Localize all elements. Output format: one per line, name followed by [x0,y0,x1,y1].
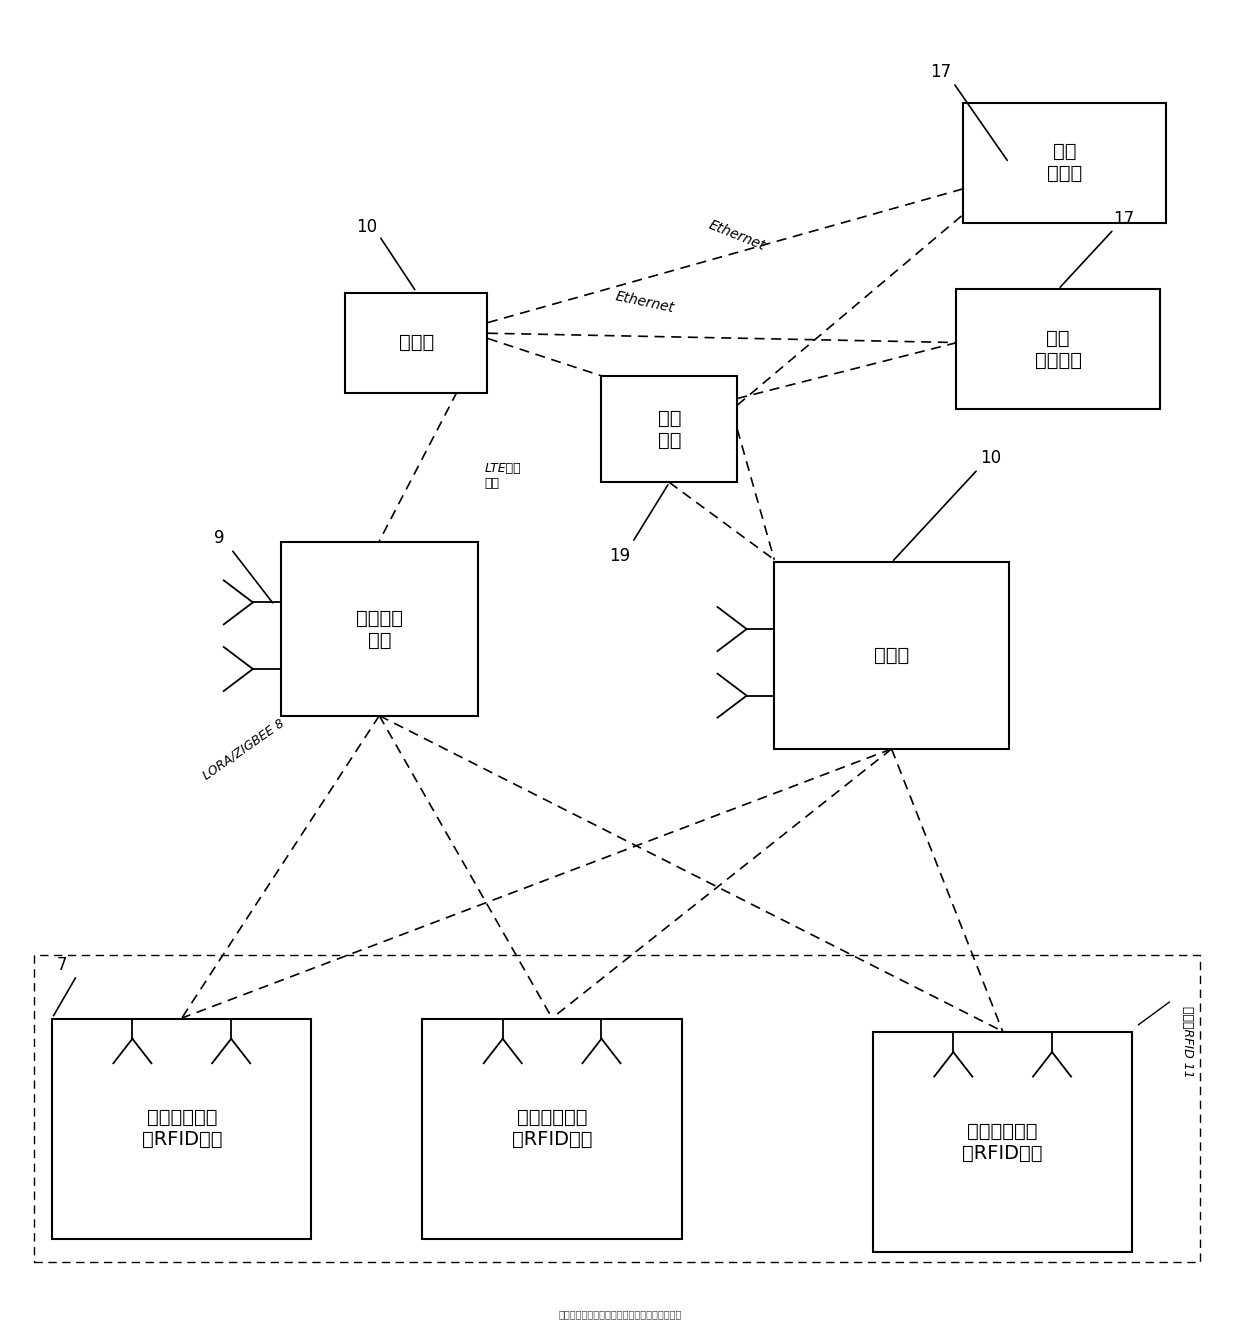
Text: 监测站: 监测站 [874,646,909,665]
Text: Ethernet: Ethernet [707,218,768,254]
Text: 多个
智能手机: 多个 智能手机 [1034,329,1081,369]
Text: Ethernet: Ethernet [614,289,676,316]
Bar [962,103,1167,222]
Bar [601,376,738,483]
Bar [423,1018,682,1239]
Text: 多个
工作站: 多个 工作站 [1047,142,1083,183]
Text: 服务器: 服务器 [399,333,434,352]
Text: 超高频RFID 11: 超高频RFID 11 [1182,1006,1194,1078]
Text: 17: 17 [930,63,951,82]
Bar [345,293,487,392]
Text: 动物体温采集
及RFID终端: 动物体温采集 及RFID终端 [141,1108,222,1149]
Text: 10: 10 [980,450,1001,467]
Bar [873,1032,1132,1252]
Text: LORA/ZIGBEE 8: LORA/ZIGBEE 8 [201,716,286,781]
Bar [52,1018,311,1239]
Text: 移动
基站: 移动 基站 [657,408,681,450]
Text: 动物体温采集
及RFID终端: 动物体温采集 及RFID终端 [962,1121,1043,1163]
Bar [280,542,479,716]
Text: 无线基站
网关: 无线基站 网关 [356,609,403,649]
Text: 动物体温采集及发情监测的智能系统及控制方法: 动物体温采集及发情监测的智能系统及控制方法 [558,1309,682,1319]
Text: LTE高速
无线: LTE高速 无线 [484,462,521,490]
Text: 19: 19 [609,547,631,565]
Bar [956,289,1161,409]
Bar [774,562,1009,749]
Text: 10: 10 [356,218,377,235]
Bar [33,955,1200,1262]
Text: 7: 7 [57,955,67,974]
Text: 9: 9 [213,530,224,547]
Text: 动物体温采集
及RFID终端: 动物体温采集 及RFID终端 [512,1108,593,1149]
Text: 17: 17 [1114,210,1135,227]
